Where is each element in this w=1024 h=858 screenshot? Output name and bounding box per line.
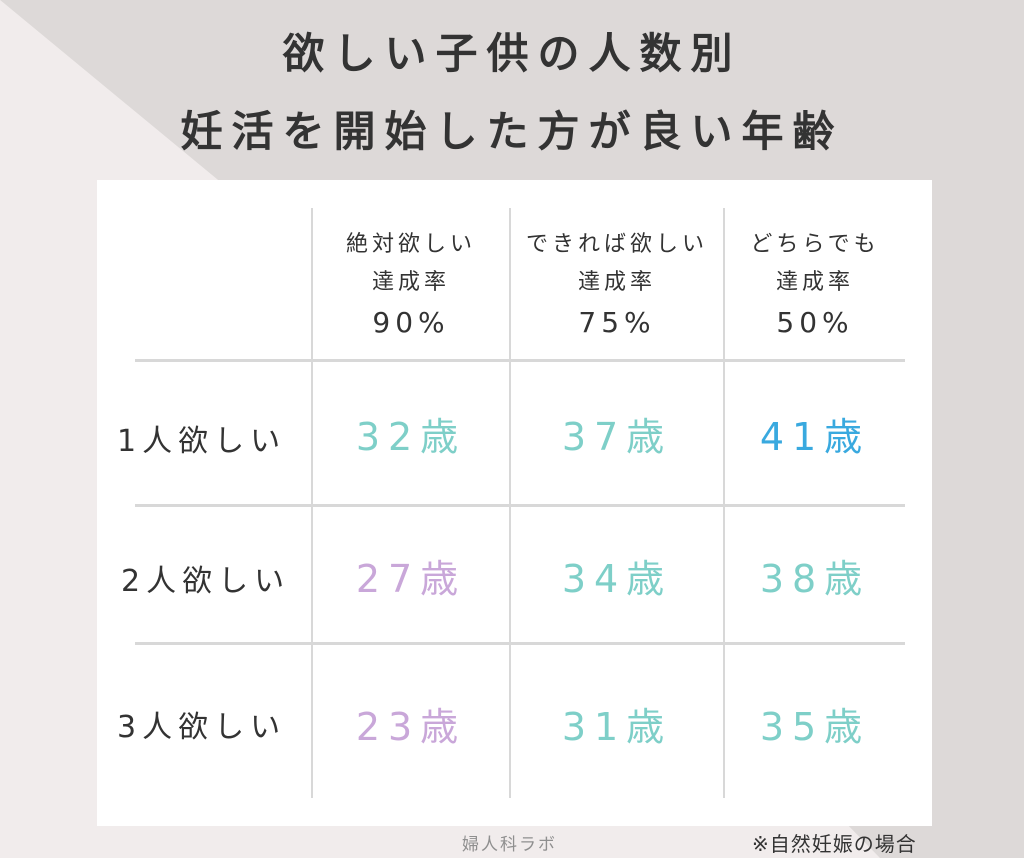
column-header-label: 絶対欲しい [345,232,476,257]
table-cell: 27歳 [355,557,467,601]
column-header-if-possible: できれば欲しい 達成率 75% [511,226,723,342]
title-line-1: 欲しい子供の人数別 [282,29,742,78]
table-cell: 35歳 [759,705,871,749]
grid-line-vertical [723,208,725,798]
column-header-sublabel: 達成率 [577,270,656,295]
table-cell: 37歳 [561,415,673,459]
column-header-sublabel: 達成率 [371,270,450,295]
column-header-label: どちらでも [750,232,880,257]
column-header-rate: 75% [578,306,656,339]
table-cell: 34歳 [561,557,673,601]
grid-line-horizontal [135,642,905,645]
column-header-either: どちらでも 達成率 50% [725,226,905,342]
table-cell: 31歳 [561,705,673,749]
grid-line-vertical [311,208,313,798]
title-line-2: 妊活を開始した方が良い年齢 [180,107,844,156]
grid-line-horizontal [135,359,905,362]
column-header-definitely: 絶対欲しい 達成率 90% [313,226,509,342]
table-cell: 23歳 [355,705,467,749]
footnote: ※自然妊娠の場合 [752,832,917,856]
column-header-rate: 50% [776,306,854,339]
column-header-rate: 90% [372,306,450,339]
table-cell: 41歳 [759,415,871,459]
row-header-1-child: 1人欲しい [117,424,287,459]
row-header-2-children: 2人欲しい [121,564,291,599]
source-label: 婦人科ラボ [462,835,557,855]
table-cell: 38歳 [759,557,871,601]
column-header-label: できれば欲しい [525,232,708,257]
table-card: 絶対欲しい 達成率 90% できれば欲しい 達成率 75% どちらでも 達成率 … [97,180,932,826]
row-header-3-children: 3人欲しい [117,710,287,745]
table-cell: 32歳 [355,415,467,459]
column-header-sublabel: 達成率 [775,270,854,295]
grid-line-horizontal [135,504,905,507]
grid-line-vertical [509,208,511,798]
